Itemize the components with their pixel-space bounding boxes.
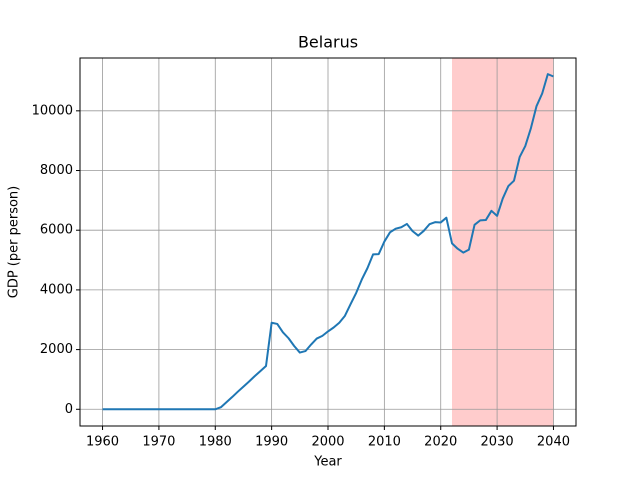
x-tick-label: 2010	[368, 435, 401, 450]
x-tick-label: 2030	[481, 435, 514, 450]
y-tick-label: 2000	[40, 342, 73, 357]
y-tick-label: 0	[65, 402, 73, 417]
y-tick-label: 8000	[40, 163, 73, 178]
x-tick-label: 2000	[311, 435, 344, 450]
y-axis-label: GDP (per person)	[7, 186, 22, 299]
x-axis-label: Year	[313, 455, 342, 470]
x-tick-label: 1990	[255, 435, 288, 450]
highlight-span	[452, 58, 554, 426]
y-tick-label: 4000	[40, 282, 73, 297]
y-tick-label: 10000	[32, 103, 73, 118]
y-tick-label: 6000	[40, 223, 73, 238]
x-tick-label: 1980	[199, 435, 232, 450]
x-tick-label: 2020	[424, 435, 457, 450]
x-tick-label: 2040	[537, 435, 570, 450]
chart-title: Belarus	[298, 33, 358, 52]
x-tick-label: 1960	[86, 435, 119, 450]
data-line	[102, 73, 554, 411]
plot-frame	[79, 57, 577, 427]
x-tick-label: 1970	[142, 435, 175, 450]
